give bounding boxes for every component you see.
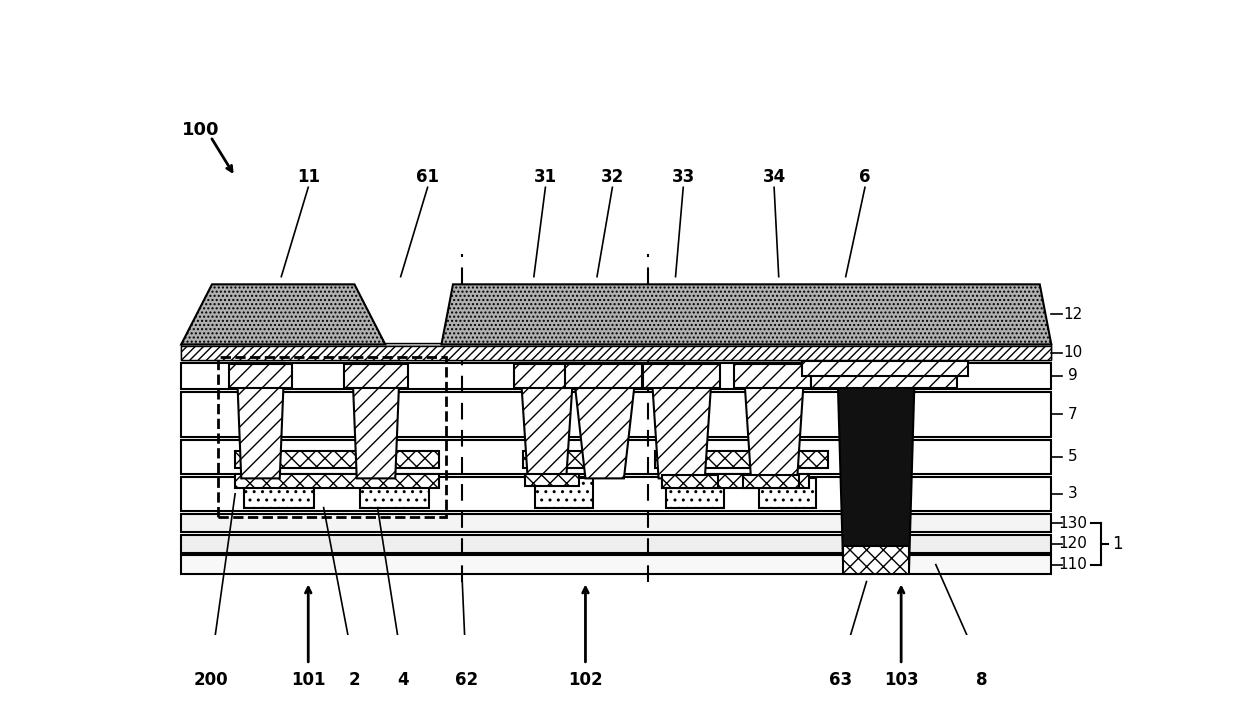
Text: 10: 10	[1063, 346, 1083, 361]
Text: 62: 62	[455, 671, 477, 689]
Bar	[236, 474, 439, 488]
Text: 1: 1	[1112, 535, 1123, 553]
Text: 31: 31	[534, 168, 557, 186]
Polygon shape	[520, 363, 574, 478]
Bar	[181, 535, 1052, 553]
Bar	[513, 364, 583, 388]
Bar	[666, 478, 724, 508]
Polygon shape	[573, 363, 637, 478]
Bar	[181, 343, 1052, 346]
Bar	[743, 476, 799, 488]
Bar	[229, 364, 293, 388]
Bar	[802, 361, 968, 376]
Text: 32: 32	[600, 168, 624, 186]
Text: 101: 101	[291, 671, 325, 689]
Polygon shape	[441, 284, 1052, 344]
Text: 2: 2	[348, 671, 361, 689]
Text: 33: 33	[672, 168, 694, 186]
Bar	[181, 392, 1052, 437]
Bar	[564, 364, 641, 388]
Bar	[345, 364, 408, 388]
Bar	[236, 451, 439, 468]
Bar	[734, 364, 811, 388]
Text: 61: 61	[417, 168, 439, 186]
Polygon shape	[352, 363, 399, 478]
Text: 34: 34	[763, 168, 786, 186]
Bar	[811, 361, 957, 388]
Polygon shape	[743, 363, 805, 478]
Bar	[181, 363, 1052, 389]
Text: 8: 8	[976, 671, 988, 689]
Text: 4: 4	[397, 671, 409, 689]
Bar	[523, 451, 606, 468]
Text: 120: 120	[1059, 536, 1087, 551]
Bar	[536, 478, 593, 508]
Polygon shape	[237, 363, 284, 478]
Text: 12: 12	[1063, 307, 1083, 322]
Text: 5: 5	[1068, 449, 1078, 464]
Text: 9: 9	[1068, 368, 1078, 383]
Bar	[662, 474, 808, 488]
Bar	[759, 478, 816, 508]
Text: 110: 110	[1059, 557, 1087, 572]
Bar	[181, 555, 1052, 574]
Text: 3: 3	[1068, 486, 1078, 501]
Polygon shape	[651, 363, 713, 478]
Bar	[181, 477, 1052, 511]
Bar	[655, 451, 828, 468]
Text: 100: 100	[182, 121, 219, 139]
Text: 6: 6	[859, 168, 870, 186]
Bar	[181, 346, 1052, 360]
Text: 7: 7	[1068, 407, 1078, 422]
Bar	[218, 357, 446, 517]
Bar	[843, 546, 909, 574]
Bar	[526, 474, 579, 486]
Bar	[181, 346, 1052, 360]
Text: 11: 11	[296, 168, 320, 186]
Bar	[360, 478, 429, 508]
Text: 130: 130	[1059, 516, 1087, 531]
Bar	[181, 514, 1052, 532]
Text: 200: 200	[193, 671, 228, 689]
Polygon shape	[181, 284, 386, 344]
Text: 103: 103	[884, 671, 919, 689]
Bar	[644, 364, 720, 388]
Bar	[244, 478, 314, 508]
Text: 102: 102	[568, 671, 603, 689]
Text: 63: 63	[828, 671, 852, 689]
Bar	[662, 476, 718, 488]
Bar	[181, 440, 1052, 474]
Polygon shape	[837, 363, 915, 574]
